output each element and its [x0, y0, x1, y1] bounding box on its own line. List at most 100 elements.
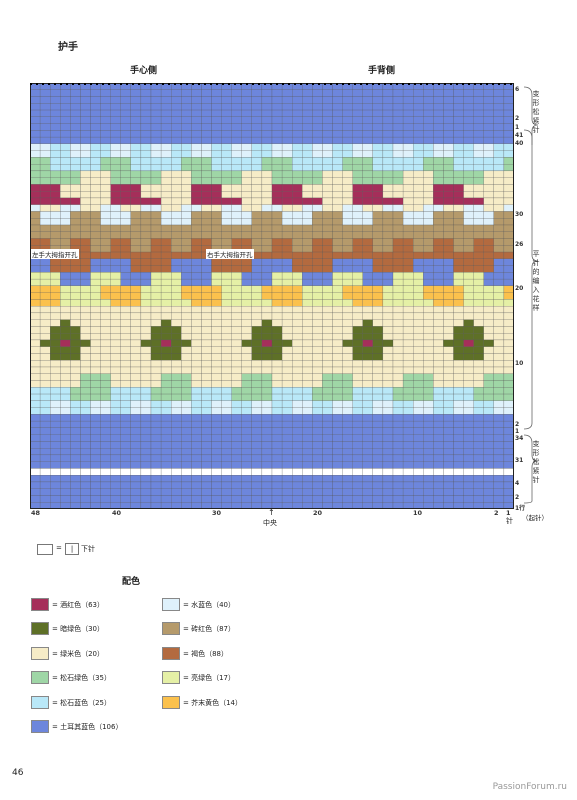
chart-cell: [90, 488, 101, 496]
chart-cell: [312, 130, 323, 138]
chart-cell: [181, 481, 192, 489]
chart-cell: [130, 136, 142, 144]
chart-cell: [322, 157, 333, 165]
chart-cell: [39, 177, 51, 185]
chart-cell: [433, 197, 444, 205]
chart-cell: [130, 373, 142, 381]
chart-cell: [322, 400, 333, 408]
chart-cell: [201, 299, 212, 307]
chart-cell: [312, 319, 323, 327]
chart-cell: [342, 346, 353, 354]
chart-cell: [463, 326, 474, 334]
chart-cell: [302, 143, 313, 151]
chart-cell: [221, 393, 232, 401]
chart-cell: [443, 184, 454, 192]
chart-cell: [181, 278, 192, 286]
chart-cell: [251, 103, 263, 111]
chart-cell: [251, 184, 263, 192]
row-label: 26: [515, 241, 524, 248]
chart-cell: [39, 481, 51, 489]
chart-cell: [302, 299, 313, 307]
chart-cell: [70, 123, 81, 131]
chart-cell: [312, 414, 323, 422]
chart-cell: [171, 427, 182, 435]
chart-cell: [60, 265, 71, 273]
chart-cell: [191, 258, 202, 266]
chart-cell: [302, 238, 313, 246]
chart-cell: [332, 461, 343, 469]
chart-cell: [372, 123, 384, 131]
chart-cell: [160, 319, 172, 327]
chart-cell: [372, 109, 384, 117]
chart-cell: [90, 502, 101, 509]
chart-cell: [201, 380, 212, 388]
chart-cell: [160, 177, 172, 185]
chart-cell: [433, 272, 444, 280]
chart-cell: [483, 224, 494, 232]
chart-cell: [493, 238, 505, 246]
chart-cell: [413, 488, 424, 496]
chart-cell: [413, 306, 424, 314]
chart-cell: [100, 170, 111, 178]
chart-cell: [413, 481, 424, 489]
chart-cell: [473, 380, 484, 388]
chart-cell: [221, 218, 232, 226]
chart-cell: [110, 448, 121, 456]
chart-cell: [453, 373, 464, 381]
chart-cell: [60, 218, 71, 226]
chart-cell: [342, 441, 353, 449]
chart-cell: [392, 83, 404, 90]
chart-cell: [443, 400, 454, 408]
chart-cell: [453, 360, 464, 368]
chart-cell: [70, 204, 81, 212]
chart-cell: [171, 109, 182, 117]
chart-cell: [70, 238, 81, 246]
chart-cell: [453, 461, 464, 469]
chart-cell: [251, 427, 263, 435]
chart-cell: [160, 96, 172, 104]
chart-cell: [60, 380, 71, 388]
chart-cell: [302, 285, 313, 293]
chart-cell: [221, 502, 232, 509]
chart-cell: [150, 407, 162, 415]
chart-cell: [201, 448, 212, 456]
chart-cell: [453, 251, 464, 259]
chart-cell: [271, 245, 283, 253]
chart-cell: [463, 157, 474, 165]
chart-cell: [433, 414, 444, 422]
chart-cell: [39, 454, 51, 462]
chart-cell: [30, 502, 41, 509]
chart-cell: [70, 448, 81, 456]
column-label: 40: [112, 509, 122, 517]
chart-cell: [130, 468, 142, 476]
chart-cell: [453, 231, 464, 239]
chart-cell: [50, 306, 61, 314]
chart-cell: [473, 393, 484, 401]
chart-cell: [483, 333, 494, 341]
chart-cell: [201, 360, 212, 368]
chart-cell: [372, 89, 384, 97]
knit-stitch-label: 下针: [81, 545, 95, 553]
chart-cell: [50, 157, 61, 165]
chart-cell: [342, 83, 353, 90]
chart-cell: [302, 170, 313, 178]
chart-cell: [191, 130, 202, 138]
chart-cell: [181, 292, 192, 300]
chart-cell: [453, 258, 464, 266]
chart-cell: [433, 278, 444, 286]
chart-cell: [281, 380, 293, 388]
chart-cell: [140, 448, 152, 456]
chart-cell: [231, 400, 242, 408]
chart-cell: [332, 373, 343, 381]
chart-cell: [150, 319, 162, 327]
chart-cell: [70, 224, 81, 232]
chart-cell: [191, 420, 202, 428]
chart-cell: [453, 292, 464, 300]
chart-cell: [402, 488, 414, 496]
chart-cell: [70, 211, 81, 219]
chart-border: [30, 83, 514, 509]
chart-cell: [423, 197, 434, 205]
chart-cell: [271, 373, 283, 381]
chart-cell: [39, 400, 51, 408]
chart-cell: [433, 306, 444, 314]
